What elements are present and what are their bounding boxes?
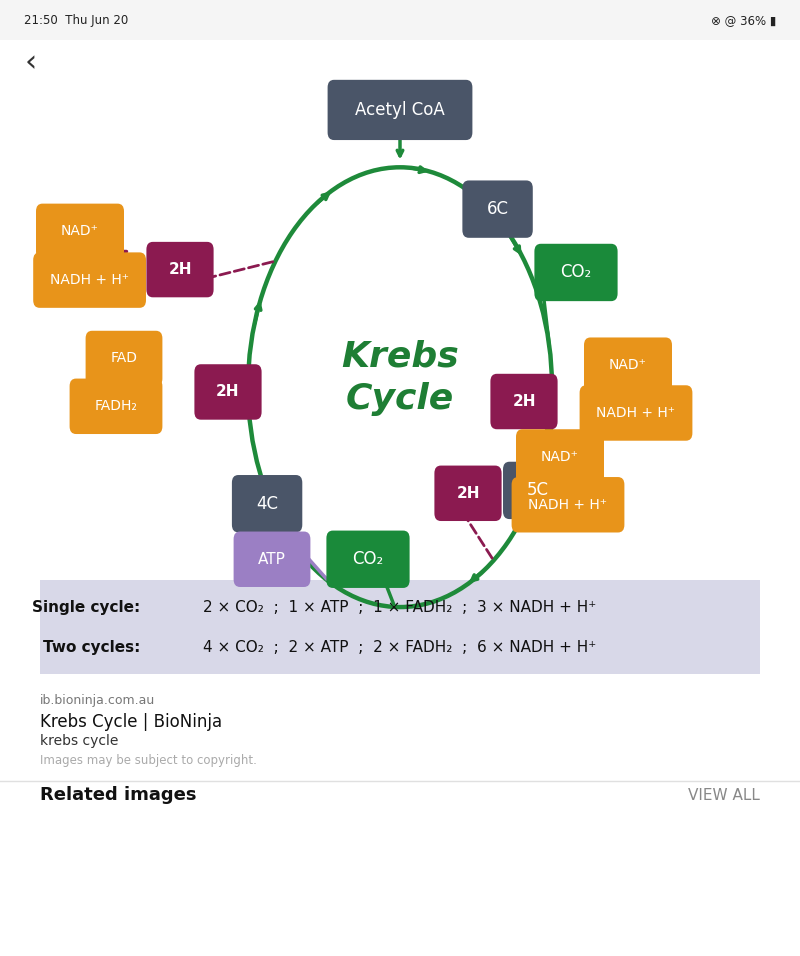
Text: krebs cycle: krebs cycle	[40, 734, 118, 748]
FancyBboxPatch shape	[328, 80, 472, 141]
Text: NADH + H⁺: NADH + H⁺	[597, 406, 675, 420]
FancyBboxPatch shape	[434, 466, 502, 521]
Text: FAD: FAD	[110, 352, 138, 365]
Text: ib.bioninja.com.au: ib.bioninja.com.au	[40, 694, 155, 707]
Text: NAD⁺: NAD⁺	[609, 358, 647, 372]
FancyBboxPatch shape	[86, 331, 162, 386]
FancyBboxPatch shape	[584, 337, 672, 393]
Text: Acetyl CoA: Acetyl CoA	[355, 101, 445, 119]
Text: FADH₂: FADH₂	[94, 400, 138, 413]
Text: NAD⁺: NAD⁺	[61, 225, 99, 238]
FancyBboxPatch shape	[70, 379, 162, 434]
Text: 2H: 2H	[512, 394, 536, 409]
FancyBboxPatch shape	[232, 475, 302, 532]
Text: 6C: 6C	[486, 200, 509, 218]
Text: Krebs Cycle | BioNinja: Krebs Cycle | BioNinja	[40, 713, 222, 730]
Text: Single cycle:: Single cycle:	[32, 599, 140, 615]
Text: ⊗ @ 36% ▮: ⊗ @ 36% ▮	[710, 13, 776, 27]
Text: 5C: 5C	[527, 482, 550, 499]
FancyBboxPatch shape	[36, 204, 124, 259]
Text: 2H: 2H	[168, 262, 192, 277]
Text: NAD⁺: NAD⁺	[541, 450, 579, 464]
FancyBboxPatch shape	[40, 580, 760, 674]
Text: 4C: 4C	[256, 494, 278, 512]
FancyBboxPatch shape	[146, 242, 214, 297]
FancyBboxPatch shape	[534, 244, 618, 301]
Text: 2 × CO₂  ;  1 × ATP  ;  1 × FADH₂  ;  3 × NADH + H⁺: 2 × CO₂ ; 1 × ATP ; 1 × FADH₂ ; 3 × NADH…	[203, 599, 597, 615]
FancyBboxPatch shape	[490, 374, 558, 429]
FancyBboxPatch shape	[234, 532, 310, 587]
FancyBboxPatch shape	[34, 252, 146, 308]
Text: NADH + H⁺: NADH + H⁺	[529, 498, 607, 511]
Text: Images may be subject to copyright.: Images may be subject to copyright.	[40, 753, 257, 767]
FancyBboxPatch shape	[326, 531, 410, 588]
Text: CO₂: CO₂	[560, 264, 592, 281]
Text: Krebs
Cycle: Krebs Cycle	[341, 339, 459, 416]
Text: VIEW ALL: VIEW ALL	[688, 788, 760, 803]
Text: 4 × CO₂  ;  2 × ATP  ;  2 × FADH₂  ;  6 × NADH + H⁺: 4 × CO₂ ; 2 × ATP ; 2 × FADH₂ ; 6 × NADH…	[203, 640, 597, 655]
FancyBboxPatch shape	[579, 385, 693, 441]
FancyBboxPatch shape	[194, 364, 262, 420]
Text: ATP: ATP	[258, 552, 286, 567]
FancyBboxPatch shape	[512, 477, 624, 532]
FancyBboxPatch shape	[503, 462, 574, 519]
FancyBboxPatch shape	[462, 181, 533, 238]
Text: ‹: ‹	[24, 48, 37, 76]
Text: NADH + H⁺: NADH + H⁺	[50, 273, 129, 287]
Text: Two cycles:: Two cycles:	[42, 640, 140, 655]
Text: 2H: 2H	[216, 384, 240, 400]
Text: Related images: Related images	[40, 787, 197, 804]
Text: CO₂: CO₂	[352, 551, 384, 568]
FancyBboxPatch shape	[0, 0, 800, 40]
Text: 2H: 2H	[456, 486, 480, 501]
FancyBboxPatch shape	[516, 429, 604, 485]
Text: 21:50  Thu Jun 20: 21:50 Thu Jun 20	[24, 13, 128, 27]
